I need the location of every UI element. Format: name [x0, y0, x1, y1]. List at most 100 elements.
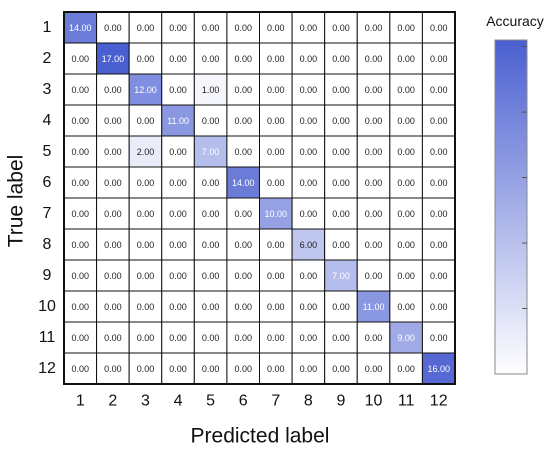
cell-label-r12-c7: 0.00 [267, 364, 285, 374]
cell-label-r5-c4: 0.00 [169, 147, 187, 157]
heatmap-cell-r3-c7 [259, 73, 293, 106]
cell-label-r1-c11: 0.00 [397, 23, 415, 33]
heatmap-cell-r1-c8 [291, 11, 326, 44]
cell-label-r8-c9: 0.00 [332, 240, 350, 250]
cell-label-r2-c2: 17.00 [102, 54, 125, 64]
cell-label-r9-c5: 0.00 [202, 271, 220, 281]
cell-label-r9-c4: 0.00 [169, 271, 187, 281]
y-tick-label-7: 7 [43, 205, 52, 222]
cell-label-r10-c6: 0.00 [234, 302, 252, 312]
heatmap-cell-r6-c9 [324, 166, 358, 199]
cell-label-r6-c11: 0.00 [397, 178, 415, 188]
cell-label-r1-c3: 0.00 [137, 23, 155, 33]
cell-label-r11-c6: 0.00 [234, 333, 252, 343]
heatmap-cell-r1-c10 [356, 11, 391, 44]
heatmap-cell-r12-c2 [96, 352, 130, 385]
cell-label-r10-c1: 0.00 [72, 302, 90, 312]
cell-label-r1-c9: 0.00 [332, 23, 350, 33]
heatmap-cell-r10-c2 [96, 290, 130, 323]
heatmap-cell-r6-c6 [226, 166, 261, 199]
cell-label-r12-c2: 0.00 [104, 364, 122, 374]
cell-label-r2-c10: 0.00 [365, 54, 383, 64]
heatmap-cell-r5-c7 [259, 135, 293, 168]
heatmap-cell-r11-c1 [63, 321, 98, 354]
heatmap-cell-r1-c6 [226, 11, 261, 44]
cell-label-r5-c2: 0.00 [104, 147, 122, 157]
cell-label-r6-c3: 0.00 [137, 178, 155, 188]
heatmap-cell-r10-c12 [421, 290, 456, 323]
heatmap-cells: 14.00 0.00 0.00 0.00 0.00 0.00 0.00 0.00 0.00 0.0… [63, 11, 456, 385]
cell-label-r9-c12: 0.00 [430, 271, 448, 281]
heatmap-cell-r9-c6 [226, 259, 261, 292]
heatmap-cell-r10-c4 [161, 290, 195, 323]
heatmap-cell-r9-c7 [259, 259, 293, 292]
heatmap-cell-r4-c1 [63, 104, 98, 137]
cell-label-r10-c3: 0.00 [137, 302, 155, 312]
cell-label-r10-c10: 11.00 [363, 302, 385, 312]
cell-label-r7-c11: 0.00 [397, 209, 415, 219]
cell-label-r4-c12: 0.00 [430, 116, 448, 126]
cell-label-r1-c8: 0.00 [300, 23, 318, 33]
heatmap-cell-r11-c6 [226, 321, 261, 354]
cell-label-r2-c4: 0.00 [169, 54, 187, 64]
cell-label-r9-c11: 0.00 [397, 271, 415, 281]
cell-label-r8-c4: 0.00 [169, 240, 187, 250]
heatmap-cell-r4-c12 [421, 104, 456, 137]
cell-label-r9-c9: 7.00 [332, 271, 350, 281]
heatmap-cell-r5-c1 [63, 135, 98, 168]
heatmap-cell-r12-c11 [389, 352, 423, 385]
heatmap-cell-r6-c7 [259, 166, 293, 199]
cell-label-r2-c3: 0.00 [137, 54, 155, 64]
x-tick-label-9: 9 [337, 393, 346, 410]
cell-label-r9-c7: 0.00 [267, 271, 285, 281]
cell-label-r12-c4: 0.00 [169, 364, 187, 374]
cell-label-r7-c6: 0.00 [234, 209, 252, 219]
cell-label-r4-c10: 0.00 [365, 116, 383, 126]
cell-label-r11-c3: 0.00 [137, 333, 155, 343]
cell-label-r2-c5: 0.00 [202, 54, 220, 64]
cell-label-r9-c1: 0.00 [72, 271, 90, 281]
cell-label-r10-c9: 0.00 [332, 302, 350, 312]
heatmap-cell-r4-c10 [356, 104, 391, 137]
cell-label-r3-c5: 1.00 [202, 85, 220, 95]
cell-label-r10-c4: 0.00 [169, 302, 187, 312]
cell-label-r5-c12: 0.00 [430, 147, 448, 157]
heatmap-cell-r11-c3 [128, 321, 163, 354]
y-tick-label-1: 1 [43, 19, 52, 36]
heatmap-cell-r9-c9 [324, 259, 358, 292]
cell-label-r10-c8: 0.00 [300, 302, 318, 312]
x-tick-label-12: 12 [430, 393, 448, 410]
cell-label-r3-c11: 0.00 [397, 85, 415, 95]
heatmap-cell-r8-c11 [389, 228, 423, 261]
cell-label-r8-c5: 0.00 [202, 240, 220, 250]
cell-label-r5-c5: 7.00 [202, 147, 220, 157]
heatmap-cell-r6-c12 [421, 166, 456, 199]
cell-label-r2-c6: 0.00 [234, 54, 252, 64]
heatmap-cell-r5-c8 [291, 135, 326, 168]
cell-label-r11-c7: 0.00 [267, 333, 285, 343]
cell-label-r1-c2: 0.00 [104, 23, 122, 33]
cell-label-r6-c10: 0.00 [365, 178, 383, 188]
cell-label-r10-c7: 0.00 [267, 302, 285, 312]
cell-label-r7-c10: 0.00 [365, 209, 383, 219]
cell-label-r11-c8: 0.00 [300, 333, 318, 343]
cell-label-r12-c11: 0.00 [397, 364, 415, 374]
y-axis-title: True label [5, 155, 28, 248]
heatmap-cell-r11-c9 [324, 321, 358, 354]
cell-label-r2-c11: 0.00 [397, 54, 415, 64]
cell-label-r8-c1: 0.00 [72, 240, 90, 250]
cell-label-r9-c8: 0.00 [300, 271, 318, 281]
heatmap-cell-r7-c6 [226, 197, 261, 230]
heatmap-cell-r9-c3 [128, 259, 163, 292]
cell-label-r1-c10: 0.00 [365, 23, 383, 33]
cell-label-r4-c6: 0.00 [234, 116, 252, 126]
cell-label-r5-c6: 0.00 [234, 147, 252, 157]
cell-label-r5-c9: 0.00 [332, 147, 350, 157]
cell-label-r11-c9: 0.00 [332, 333, 350, 343]
colorbar-title: Accuracy [486, 13, 544, 29]
heatmap-cell-r7-c4 [161, 197, 195, 230]
cell-label-r6-c5: 0.00 [202, 178, 220, 188]
cell-label-r12-c3: 0.00 [137, 364, 155, 374]
y-tick-label-2: 2 [43, 50, 52, 67]
